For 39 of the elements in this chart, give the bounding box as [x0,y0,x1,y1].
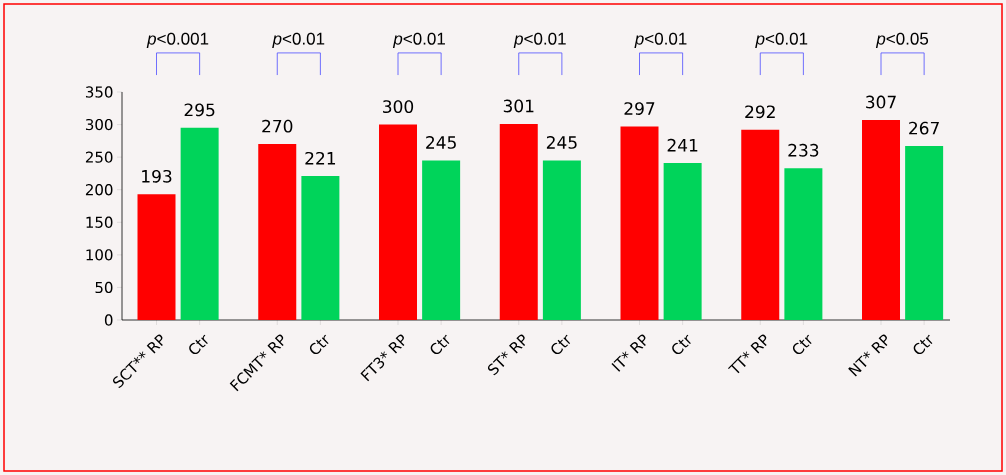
data-label: 245 [546,136,577,149]
data-label: 307 [866,95,896,109]
x-tick-label: Ctr [430,334,450,355]
data-label: 297 [624,102,655,115]
data-label: 292 [745,105,775,119]
data-label: 245 [426,136,456,149]
x-tick-label: Ctr [913,334,933,355]
text: p<0.01 [392,32,445,49]
text: p<0.001 [146,32,209,49]
x-tick-label: Ctr [551,334,571,355]
data-label: 233 [788,143,819,157]
x-tick-label: ST* RP [487,334,526,376]
data-label: 193 [142,169,172,183]
data-label: 270 [262,119,293,133]
data-label: 267 [909,121,939,135]
y-tick-label: 250 [85,151,113,163]
y-tick-label: 350 [85,86,113,98]
y-tick-label: 300 [85,118,113,131]
data-label: 241 [667,138,698,152]
y-tick-label: 150 [86,216,113,228]
y-tick-label: 50 [95,281,113,294]
text: p<0.01 [272,32,325,49]
x-tick-label: Ctr [792,334,812,355]
text: p<0.05 [875,32,929,49]
x-tick-label: Ctr [189,334,208,355]
y-tick-label: 200 [85,184,113,196]
text: p<0.01 [513,32,566,49]
x-tick-label: TT* RP [727,334,767,374]
data-label: 300 [383,100,414,114]
data-label: 301 [503,99,534,113]
x-tick-label: IT* RP [611,334,646,372]
x-tick-label: Ctr [309,334,329,355]
data-label: 221 [305,151,336,165]
text: p<0.01 [755,32,808,49]
text: p<0.01 [634,32,687,49]
y-tick-label: 100 [86,249,113,261]
x-tick-label: Ctr [672,334,691,355]
y-tick-label: 0 [104,314,113,326]
data-label: 295 [184,103,215,117]
